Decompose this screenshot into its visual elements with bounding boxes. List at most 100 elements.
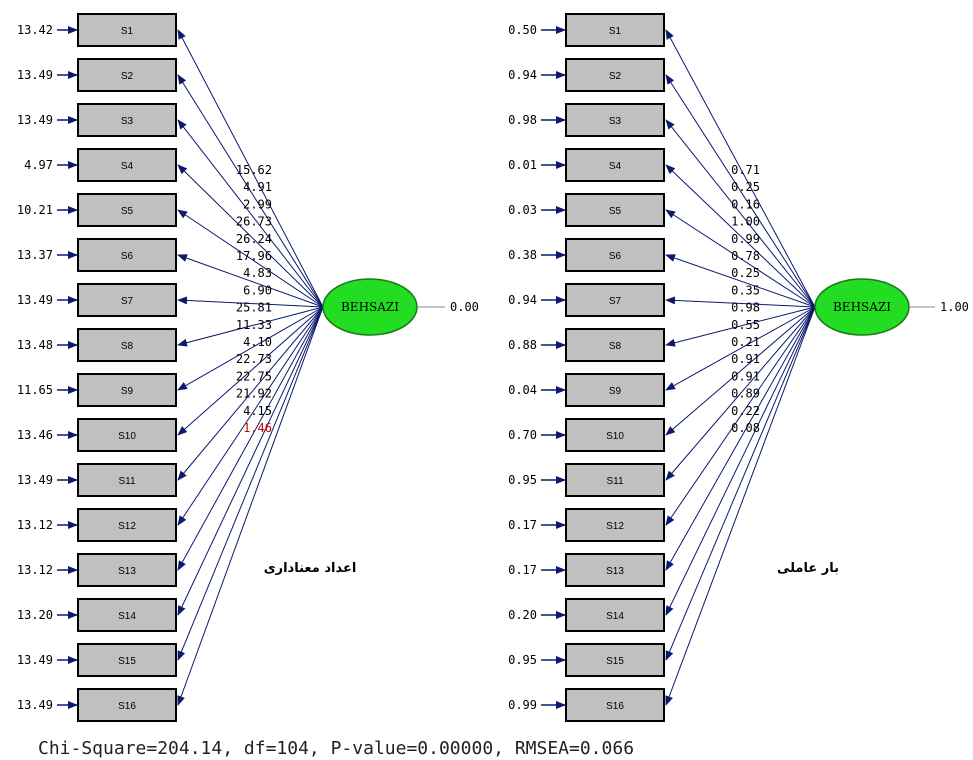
panel-caption: اعداد معناداری (264, 561, 357, 576)
path-arrow (177, 119, 324, 308)
error-variance: 13.37 (17, 248, 53, 262)
error-variance: 0.95 (508, 473, 537, 487)
path-arrow (177, 209, 324, 308)
path-coefficient: 2.99 (243, 197, 272, 211)
path-arrow (177, 306, 324, 661)
path-arrow (177, 306, 324, 571)
path-arrow (177, 164, 324, 308)
path-coefficient: 4.10 (243, 335, 272, 349)
error-variance: 13.49 (17, 68, 53, 82)
path-coefficient: 0.99 (731, 232, 760, 246)
path-arrow (177, 296, 324, 308)
path-coefficient: 21.92 (236, 387, 272, 401)
indicator-label: S3 (609, 116, 622, 127)
path-coefficient: 0.71 (731, 163, 760, 177)
indicator-label: S8 (609, 341, 622, 352)
indicator-label: S4 (121, 161, 134, 172)
indicator-box-s6 (77, 238, 177, 272)
path-arrow (177, 29, 324, 308)
path-coefficient: 0.91 (731, 352, 760, 366)
path-arrow (665, 254, 816, 308)
error-variance: 0.03 (508, 203, 537, 217)
indicator-label: S9 (121, 386, 134, 397)
error-variance: 0.38 (508, 248, 537, 262)
indicator-box-s9 (565, 373, 665, 407)
indicator-box-s14 (77, 598, 177, 632)
indicator-label: S11 (118, 476, 135, 487)
indicator-box-s4 (565, 148, 665, 182)
error-variance: 13.20 (17, 608, 53, 622)
path-coefficient: 0.98 (731, 301, 760, 315)
path-coefficient: 0.78 (731, 249, 760, 263)
error-variance: 0.95 (508, 653, 537, 667)
indicator-label: S16 (118, 701, 136, 712)
error-variance: 0.94 (508, 293, 537, 307)
error-variance: 13.12 (17, 563, 53, 577)
path-coefficient: 0.21 (731, 335, 760, 349)
error-variance: 13.49 (17, 473, 53, 487)
error-variance: 13.42 (17, 23, 53, 37)
path-arrow (665, 306, 816, 571)
indicator-box-s7 (77, 283, 177, 317)
path-coefficient: 0.91 (731, 369, 760, 383)
indicator-box-s11 (77, 463, 177, 497)
indicator-box-s8 (565, 328, 665, 362)
path-arrow (177, 306, 324, 391)
indicator-label: S6 (609, 251, 622, 262)
indicator-label: S5 (121, 206, 134, 217)
indicator-label: S5 (609, 206, 622, 217)
path-arrow (665, 74, 816, 308)
latent-name: BEHSAZI (833, 300, 891, 314)
path-coefficient: 4.91 (243, 180, 272, 194)
indicator-box-s1 (565, 13, 665, 47)
significance-panel: S1 13.42 S2 13.49 S3 13.49 S4 4.97 S5 10.21 S6 13.3… (17, 13, 479, 722)
indicator-box-s2 (77, 58, 177, 92)
indicator-box-s5 (77, 193, 177, 227)
path-coefficient: 0.22 (731, 404, 760, 418)
panel-caption: بار عاملی (777, 561, 839, 576)
loadings-panel: S1 0.50 S2 0.94 S3 0.98 S4 0.01 S5 0.03 S6 0.38 S7 0.… (508, 13, 969, 722)
indicator-box-s10 (77, 418, 177, 452)
path-coefficient: 0.08 (731, 421, 760, 435)
path-coefficient: 0.35 (731, 283, 760, 297)
path-coefficient: 0.55 (731, 318, 760, 332)
indicator-label: S12 (118, 521, 136, 532)
indicator-box-s12 (77, 508, 177, 542)
indicator-box-s3 (77, 103, 177, 137)
error-variance: 13.49 (17, 293, 53, 307)
indicator-label: S13 (606, 566, 624, 577)
path-arrow (665, 164, 816, 308)
indicator-box-s10 (565, 418, 665, 452)
path-coefficient: 4.83 (243, 266, 272, 280)
indicator-label: S7 (609, 296, 622, 307)
indicator-box-s7 (565, 283, 665, 317)
latent-variance: 0.00 (450, 300, 479, 314)
path-arrow (177, 306, 324, 526)
latent-variance: 1.00 (940, 300, 969, 314)
indicator-label: S12 (606, 521, 624, 532)
path-arrow (665, 306, 816, 481)
error-variance: 13.49 (17, 653, 53, 667)
indicator-box-s6 (565, 238, 665, 272)
path-arrow (665, 306, 816, 706)
path-arrow (665, 209, 816, 308)
path-coefficient: 22.73 (236, 352, 272, 366)
indicator-box-s15 (77, 643, 177, 677)
fit-statistics: Chi-Square=204.14, df=104, P-value=0.000… (38, 738, 635, 759)
indicator-label: S10 (606, 431, 624, 442)
error-variance: 0.99 (508, 698, 537, 712)
error-variance: 0.88 (508, 338, 537, 352)
path-arrow (665, 306, 816, 526)
path-coefficient: 0.25 (731, 180, 760, 194)
indicator-box-s2 (565, 58, 665, 92)
indicator-box-s13 (77, 553, 177, 587)
path-coefficient: 26.73 (236, 215, 272, 229)
path-coefficient: 11.33 (236, 318, 272, 332)
path-arrow (177, 74, 324, 308)
path-coefficient: 4.15 (243, 404, 272, 418)
indicator-box-s16 (77, 688, 177, 722)
path-coefficient: 17.96 (236, 249, 272, 263)
indicator-label: S11 (606, 476, 623, 487)
indicator-label: S2 (609, 71, 622, 82)
indicator-box-s4 (77, 148, 177, 182)
